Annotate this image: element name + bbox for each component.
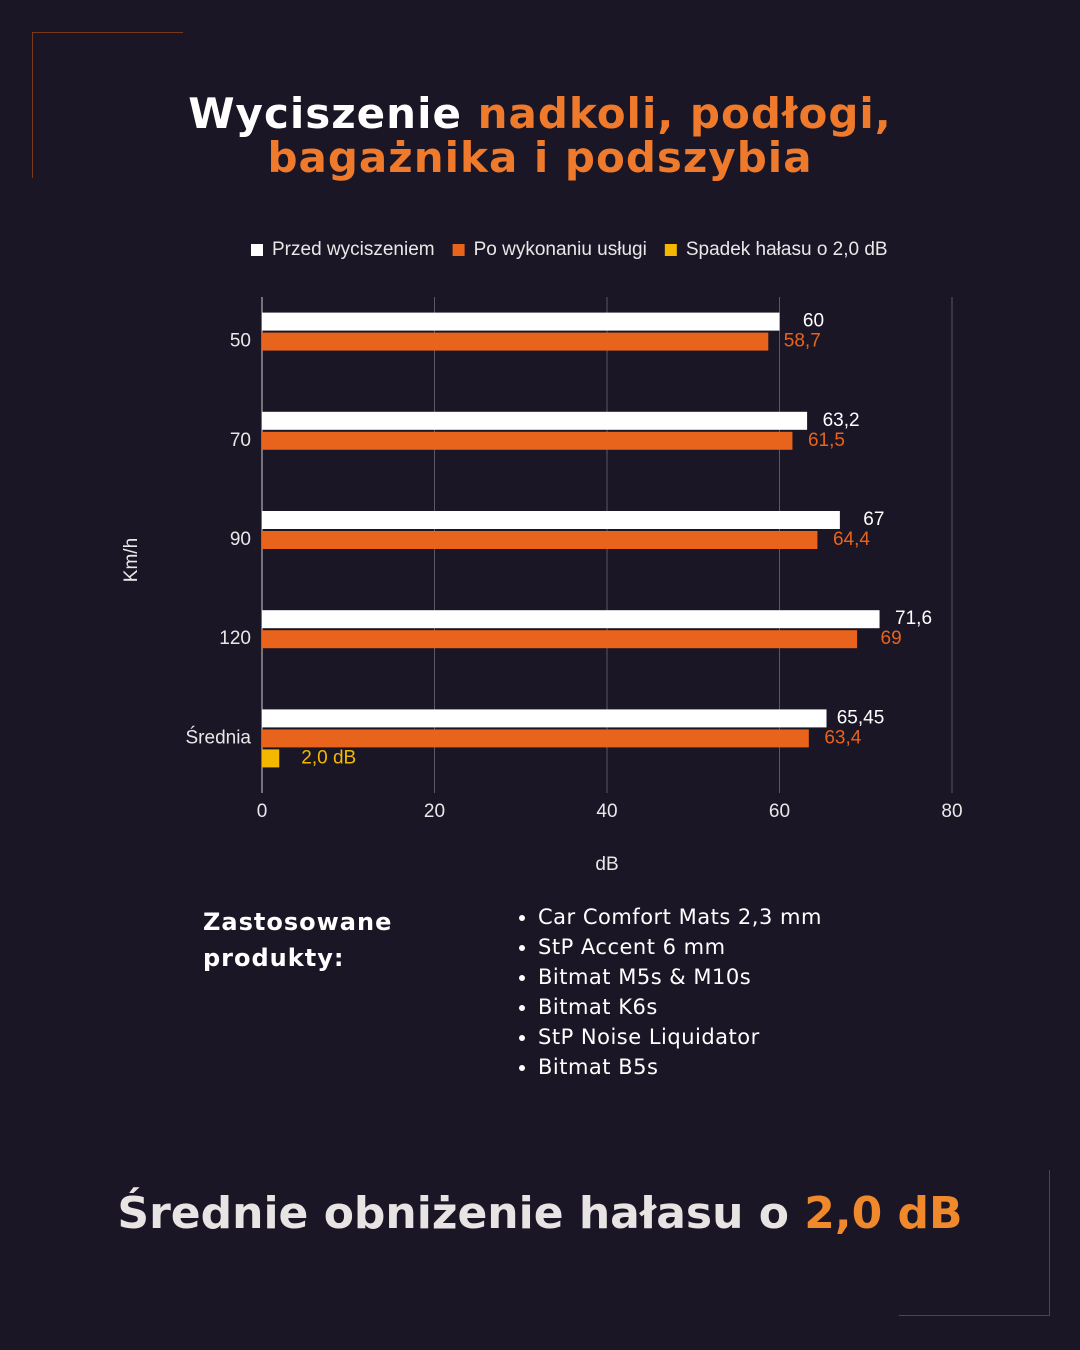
heading-accent: nadkoli, podłogi, <box>477 89 892 138</box>
products-label: Zastosowane produkty: <box>203 908 393 972</box>
x-tick-label: 60 <box>769 801 790 822</box>
corner-decoration <box>899 1170 1050 1316</box>
y-tick-label: 70 <box>230 430 251 451</box>
bar <box>262 431 793 450</box>
value-label: 69 <box>881 628 902 649</box>
x-tick-label: 0 <box>257 801 268 822</box>
bar <box>262 749 280 768</box>
footer-lead: Średnie obniżenie hałasu o <box>117 1188 789 1239</box>
x-tick-label: 40 <box>596 801 617 822</box>
bar <box>262 729 809 748</box>
corner-decoration <box>32 32 183 178</box>
footer-accent: 2,0 dB <box>804 1188 963 1239</box>
product-item: Bitmat K6s <box>538 992 822 1022</box>
value-label: 63,2 <box>823 410 860 431</box>
heading-lead: Wyciszenie <box>188 89 462 138</box>
x-tick-label: 80 <box>941 801 962 822</box>
value-label: 60 <box>803 311 824 332</box>
legend-swatch <box>251 244 263 256</box>
bar <box>262 511 840 529</box>
bar <box>262 332 769 351</box>
chart: 0 20 40 60 80 dB Km/h Przed wyciszeniem Po wykon… <box>121 239 963 875</box>
heading-accent: bagażnika i podszybia <box>267 133 813 182</box>
product-item: StP Accent 6 mm <box>538 932 822 962</box>
bar <box>262 610 880 629</box>
value-label: 63,4 <box>824 727 861 748</box>
bar <box>262 312 780 331</box>
product-item: Bitmat B5s <box>538 1052 822 1082</box>
value-label: 65,45 <box>837 707 885 728</box>
value-label: 61,5 <box>808 430 845 451</box>
value-label: 2,0 dB <box>301 747 356 768</box>
y-tick-label: 120 <box>219 628 251 649</box>
bar <box>262 531 818 549</box>
bar <box>262 411 808 430</box>
products-list: Car Comfort Mats 2,3 mmStP Accent 6 mmBi… <box>510 902 822 1082</box>
heading: Wyciszenie nadkoli, podłogi, bagażnika i… <box>0 92 1080 180</box>
y-tick-label: Średnia <box>186 726 252 748</box>
y-tick-label: 90 <box>230 529 251 550</box>
value-label: 71,6 <box>895 608 932 629</box>
y-axis-label: Km/h <box>121 538 142 582</box>
value-label: 58,7 <box>784 331 821 352</box>
product-item: Bitmat M5s & M10s <box>538 962 822 992</box>
value-label: 64,4 <box>833 529 870 550</box>
bar <box>262 630 858 649</box>
legend-swatch <box>664 244 677 256</box>
legend-swatch <box>452 244 465 256</box>
legend-label: Po wykonaniu usługi <box>474 239 647 260</box>
x-axis-label: dB <box>595 854 618 875</box>
x-tick-label: 20 <box>424 801 445 822</box>
y-tick-label: 50 <box>230 331 251 352</box>
bar <box>262 709 827 728</box>
footer: Średnie obniżenie hałasu o 2,0 dB <box>0 1188 1080 1239</box>
product-item: StP Noise Liquidator <box>538 1022 822 1052</box>
product-item: Car Comfort Mats 2,3 mm <box>538 902 822 932</box>
legend-label: Spadek hałasu o 2,0 dB <box>686 239 888 260</box>
value-label: 67 <box>863 509 884 530</box>
legend-label: Przed wyciszeniem <box>272 239 435 260</box>
